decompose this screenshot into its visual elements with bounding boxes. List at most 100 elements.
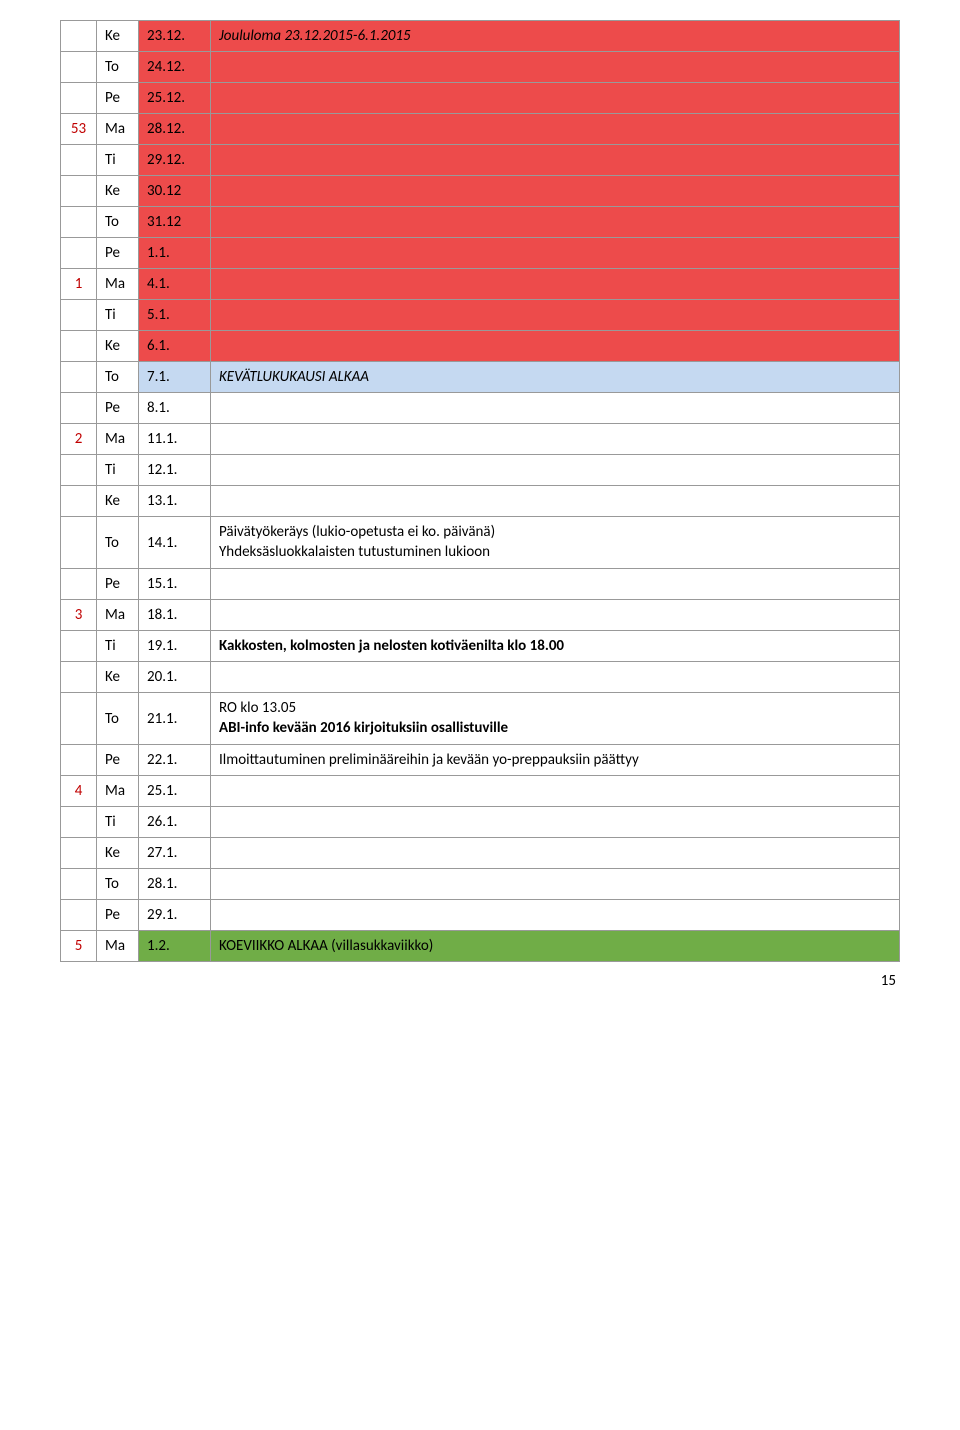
date-cell: 18.1. (139, 600, 211, 631)
page-number: 15 (60, 972, 900, 990)
week-cell (61, 807, 97, 838)
day-cell: Ti (97, 145, 139, 176)
description-cell (211, 869, 900, 900)
table-row: Ke27.1. (61, 838, 900, 869)
date-cell: 30.12 (139, 176, 211, 207)
date-cell: 28.12. (139, 114, 211, 145)
day-cell: To (97, 693, 139, 745)
date-cell: 25.12. (139, 83, 211, 114)
description-cell: RO klo 13.05ABI-info kevään 2016 kirjoit… (211, 693, 900, 745)
date-cell: 31.12 (139, 207, 211, 238)
description-cell: Ilmoittautuminen preliminääreihin ja kev… (211, 745, 900, 776)
table-row: Ke23.12.Joululoma 23.12.2015-6.1.2015 (61, 21, 900, 52)
week-cell (61, 176, 97, 207)
date-cell: 22.1. (139, 745, 211, 776)
table-row: Ti19.1.Kakkosten, kolmosten ja nelosten … (61, 631, 900, 662)
description-cell (211, 114, 900, 145)
description-cell (211, 331, 900, 362)
date-cell: 11.1. (139, 424, 211, 455)
week-cell (61, 145, 97, 176)
day-cell: To (97, 52, 139, 83)
week-cell (61, 900, 97, 931)
date-cell: 25.1. (139, 776, 211, 807)
date-cell: 12.1. (139, 455, 211, 486)
date-cell: 23.12. (139, 21, 211, 52)
week-cell (61, 838, 97, 869)
description-cell: KOEVIIKKO ALKAA (villasukkaviikko) (211, 931, 900, 962)
week-cell (61, 393, 97, 424)
table-row: To28.1. (61, 869, 900, 900)
description-cell (211, 238, 900, 269)
description-cell (211, 269, 900, 300)
description-cell (211, 52, 900, 83)
date-cell: 28.1. (139, 869, 211, 900)
day-cell: Ma (97, 600, 139, 631)
week-cell (61, 83, 97, 114)
date-cell: 26.1. (139, 807, 211, 838)
table-row: 5Ma1.2.KOEVIIKKO ALKAA (villasukkaviikko… (61, 931, 900, 962)
description-cell (211, 900, 900, 931)
table-row: Ti12.1. (61, 455, 900, 486)
day-cell: Pe (97, 745, 139, 776)
table-row: Pe22.1.Ilmoittautuminen preliminääreihin… (61, 745, 900, 776)
description-cell: Kakkosten, kolmosten ja nelosten kotiväe… (211, 631, 900, 662)
date-cell: 14.1. (139, 517, 211, 569)
week-cell (61, 745, 97, 776)
description-cell: KEVÄTLUKUKAUSI ALKAA (211, 362, 900, 393)
day-cell: Ma (97, 931, 139, 962)
week-cell (61, 569, 97, 600)
table-row: 1Ma4.1. (61, 269, 900, 300)
day-cell: Pe (97, 900, 139, 931)
date-cell: 15.1. (139, 569, 211, 600)
day-cell: To (97, 207, 139, 238)
date-cell: 7.1. (139, 362, 211, 393)
description-cell (211, 393, 900, 424)
table-row: To7.1.KEVÄTLUKUKAUSI ALKAA (61, 362, 900, 393)
day-cell: Ti (97, 300, 139, 331)
date-cell: 29.12. (139, 145, 211, 176)
day-cell: Ke (97, 662, 139, 693)
date-cell: 27.1. (139, 838, 211, 869)
description-cell (211, 176, 900, 207)
day-cell: Ma (97, 776, 139, 807)
date-cell: 5.1. (139, 300, 211, 331)
date-cell: 29.1. (139, 900, 211, 931)
table-row: Ke30.12 (61, 176, 900, 207)
table-row: 2Ma11.1. (61, 424, 900, 455)
day-cell: Ti (97, 631, 139, 662)
day-cell: Ke (97, 486, 139, 517)
description-cell (211, 600, 900, 631)
week-cell (61, 455, 97, 486)
week-cell (61, 693, 97, 745)
date-cell: 1.1. (139, 238, 211, 269)
day-cell: Ke (97, 21, 139, 52)
week-cell (61, 517, 97, 569)
day-cell: To (97, 517, 139, 569)
table-row: To31.12 (61, 207, 900, 238)
table-row: Pe1.1. (61, 238, 900, 269)
day-cell: Ti (97, 455, 139, 486)
description-cell (211, 455, 900, 486)
week-cell (61, 21, 97, 52)
description-cell (211, 486, 900, 517)
table-row: Ke20.1. (61, 662, 900, 693)
date-cell: 6.1. (139, 331, 211, 362)
week-cell: 2 (61, 424, 97, 455)
description-cell (211, 569, 900, 600)
description-cell: Joululoma 23.12.2015-6.1.2015 (211, 21, 900, 52)
date-cell: 13.1. (139, 486, 211, 517)
table-row: Pe29.1. (61, 900, 900, 931)
table-row: Ti26.1. (61, 807, 900, 838)
table-row: Pe15.1. (61, 569, 900, 600)
description-cell (211, 145, 900, 176)
table-row: 4Ma25.1. (61, 776, 900, 807)
day-cell: Ma (97, 269, 139, 300)
description-cell (211, 662, 900, 693)
day-cell: To (97, 869, 139, 900)
day-cell: Ma (97, 114, 139, 145)
date-cell: 20.1. (139, 662, 211, 693)
week-cell (61, 362, 97, 393)
week-cell: 4 (61, 776, 97, 807)
day-cell: Pe (97, 569, 139, 600)
table-row: Pe25.12. (61, 83, 900, 114)
